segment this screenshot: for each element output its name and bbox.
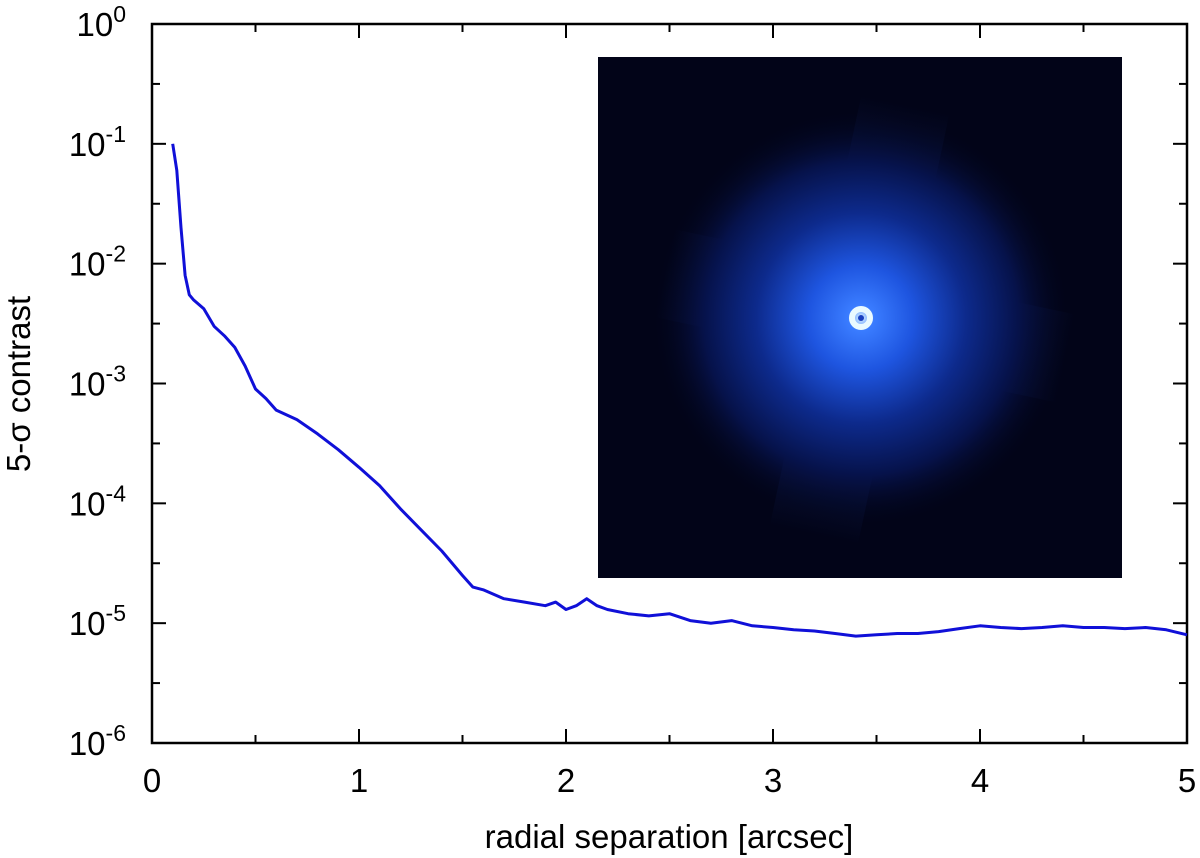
y-tick-base: 10: [76, 6, 113, 43]
y-tick-base: 10: [69, 605, 106, 642]
y-axis-label: 5-σ contrast: [0, 296, 37, 472]
y-tick-exponent: -5: [106, 600, 126, 626]
y-tick-exponent: -6: [106, 720, 126, 746]
y-tick-label: 10-5: [69, 600, 126, 642]
y-tick-exponent: -1: [106, 121, 126, 147]
y-tick-exponent: -3: [106, 361, 126, 387]
x-tick-label: 2: [557, 762, 575, 799]
y-tick-base: 10: [69, 246, 106, 283]
y-tick-label: 10-4: [69, 480, 126, 522]
y-tick-exponent: 0: [113, 1, 126, 27]
x-tick-label: 1: [350, 762, 368, 799]
x-axis-label: radial separation [arcsec]: [485, 818, 854, 855]
y-tick-label: 10-2: [69, 241, 126, 283]
y-tick-exponent: -2: [106, 241, 126, 267]
y-tick-base: 10: [69, 126, 106, 163]
y-tick-base: 10: [69, 366, 106, 403]
x-tick-label: 5: [1178, 762, 1196, 799]
inset-core-ring: [849, 306, 873, 330]
y-tick-label: 10-1: [69, 121, 126, 163]
x-tick-label: 0: [143, 762, 161, 799]
contrast-curve: [171, 143, 1188, 638]
inset-core-center: [858, 315, 864, 321]
inset-psf-image: [598, 57, 1122, 578]
y-tick-base: 10: [69, 725, 106, 762]
y-tick-base: 10: [69, 485, 106, 522]
x-axis-ticks: 0 1 2 3 4 5: [143, 24, 1196, 799]
y-tick-label: 10-6: [69, 720, 126, 762]
x-tick-label: 4: [971, 762, 989, 799]
y-tick-label: 10-3: [69, 361, 126, 403]
y-tick-label: 100: [76, 1, 126, 43]
x-tick-label: 3: [764, 762, 782, 799]
y-tick-exponent: -4: [106, 480, 127, 506]
